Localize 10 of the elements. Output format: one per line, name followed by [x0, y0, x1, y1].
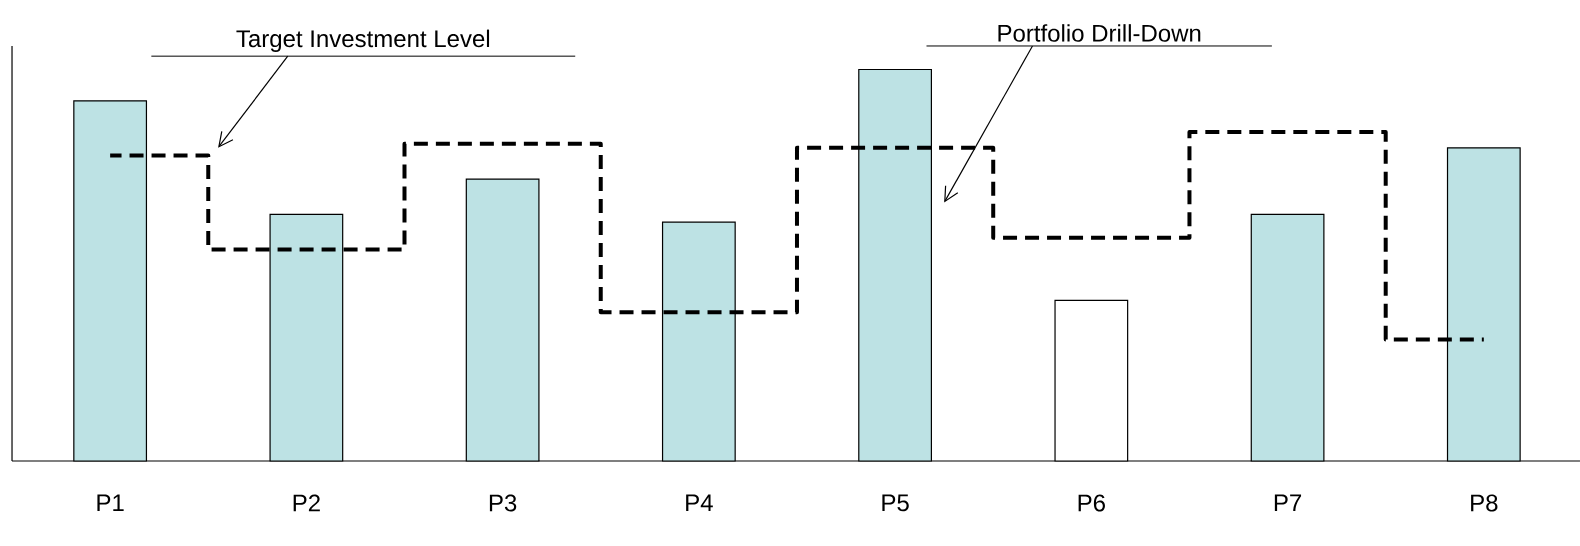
x-tick-label: P8 — [1471, 494, 1498, 512]
x-tick-label: P6 — [1078, 494, 1105, 512]
x-tick-label: P3 — [489, 494, 517, 512]
text: Portfolio Drill-Down — [998, 24, 1201, 42]
x-tick-label: P5 — [882, 494, 909, 512]
x-tick-label: P1 — [97, 494, 124, 512]
text: Target Investment Level — [236, 29, 490, 52]
x-tick-label: P2 — [293, 494, 320, 512]
x-tick-label: P4 — [686, 494, 713, 512]
x-tick-label: P7 — [1274, 494, 1302, 512]
